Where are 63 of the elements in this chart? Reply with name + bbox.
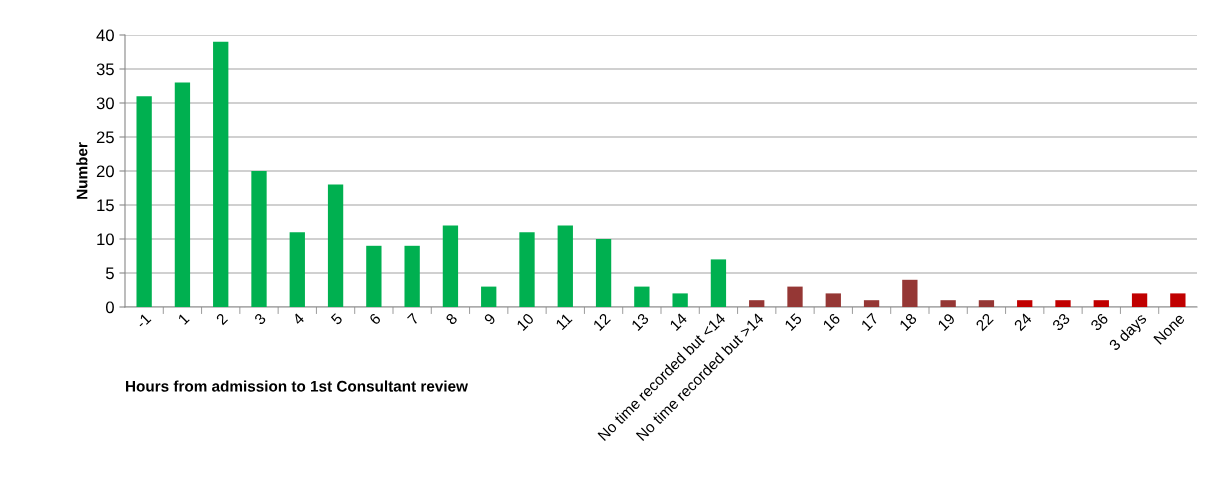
bar [481,286,497,307]
bar [902,279,918,307]
bar [557,225,573,307]
bar [289,232,305,307]
x-tick-label: 2 [215,312,228,326]
x-tick-label: 8 [445,312,458,326]
y-tick-label: 15 [97,199,114,212]
bar [634,286,650,307]
x-tick-label: 11 [555,312,573,331]
bar [1170,293,1186,307]
bar [595,239,612,307]
x-tick-label: 14 [669,312,688,331]
x-tick-label: -1 [135,312,152,329]
bar [404,245,420,307]
bar [1093,300,1109,307]
bar [940,300,956,307]
y-tick-label: 5 [105,267,114,280]
x-tick-label: 3 [253,312,267,326]
bar [251,171,267,307]
bar [825,293,841,307]
y-tick-label: 35 [96,63,114,76]
x-tick-label: 22 [975,312,994,332]
bar [978,300,995,307]
bar [1131,293,1148,307]
x-tick-label: 10 [516,312,535,331]
x-tick-label: 13 [630,312,650,331]
bar [136,96,152,307]
x-axis-title: Hours from admission to 1st Consultant review [126,380,468,392]
y-tick-label: 25 [96,131,114,144]
x-tick-label: 9 [483,312,497,326]
x-tick-label: 1 [177,312,190,325]
y-axis-title: Number [76,142,88,199]
bar [1017,300,1033,307]
x-tick-label: 15 [784,312,803,331]
bar [174,82,191,307]
x-tick-label: 7 [407,312,420,326]
x-tick-label: 4 [291,312,305,326]
bar [749,300,765,307]
bar [787,286,803,307]
x-tick-label: 17 [860,312,879,331]
bar [366,245,382,307]
bar [672,293,688,307]
x-tick-label: 36 [1089,312,1109,332]
x-tick-label: 24 [1013,312,1033,332]
bar [442,225,459,307]
y-tick-label: 30 [96,97,114,110]
bar [327,184,344,307]
y-tick-label: 20 [96,165,114,178]
bar [1055,300,1071,307]
y-tick-label: 10 [97,233,114,246]
x-tick-label: 16 [822,312,841,331]
x-tick-label: 12 [592,312,611,331]
y-tick-label: 0 [105,301,114,314]
bar [863,300,880,307]
bar [710,259,727,307]
y-tick-label: 40 [96,29,114,42]
x-tick-label: 19 [937,312,956,331]
bar [519,232,535,307]
x-tick-label: 5 [330,312,344,326]
x-tick-label: 33 [1051,312,1071,332]
x-tick-label: 18 [898,312,918,331]
x-tick-label: 6 [368,312,382,326]
bar [213,41,229,307]
